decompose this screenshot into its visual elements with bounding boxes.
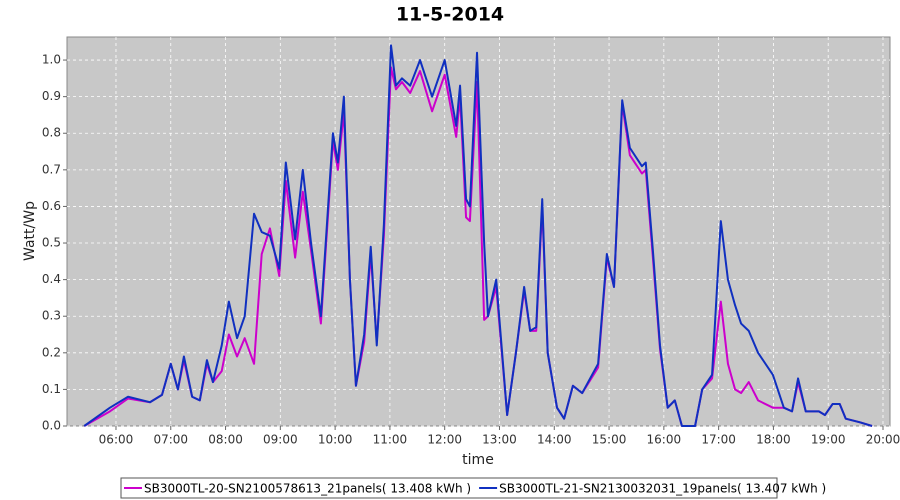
chart-title: 11-5-2014 bbox=[396, 4, 504, 26]
x-tick-label: 09:00 bbox=[263, 433, 298, 447]
y-tick-label: 0.1 bbox=[42, 382, 61, 396]
y-tick-label: 0.6 bbox=[42, 199, 61, 213]
x-tick-label: 08:00 bbox=[208, 433, 243, 447]
x-tick-label: 15:00 bbox=[592, 433, 627, 447]
series-line bbox=[83, 44, 873, 427]
legend bbox=[120, 477, 778, 499]
x-axis-label: time bbox=[462, 452, 494, 468]
legend-label: SB3000TL-21-SN2130032031_19panels( 13.40… bbox=[499, 482, 826, 496]
series-line bbox=[83, 66, 873, 427]
y-tick-label: 0.8 bbox=[42, 126, 61, 140]
x-tick-label: 06:00 bbox=[99, 433, 134, 447]
y-tick-label: 0.3 bbox=[42, 309, 61, 323]
y-axis-label: Watt/Wp bbox=[22, 201, 38, 261]
x-tick-label: 12:00 bbox=[427, 433, 462, 447]
y-tick-label: 0.5 bbox=[42, 236, 61, 250]
x-tick-label: 07:00 bbox=[153, 433, 188, 447]
legend-label: SB3000TL-20-SN2100578613_21panels( 13.40… bbox=[144, 482, 471, 496]
x-tick-label: 14:00 bbox=[537, 433, 572, 447]
x-tick-label: 11:00 bbox=[373, 433, 408, 447]
x-tick-label: 18:00 bbox=[756, 433, 791, 447]
x-tick-label: 10:00 bbox=[318, 433, 353, 447]
y-tick-label: 0.0 bbox=[42, 419, 61, 433]
y-tick-label: 0.2 bbox=[42, 345, 61, 359]
y-tick-label: 0.4 bbox=[42, 272, 61, 286]
y-tick-label: 1.0 bbox=[42, 53, 61, 67]
x-tick-label: 13:00 bbox=[482, 433, 517, 447]
x-tick-label: 17:00 bbox=[701, 433, 736, 447]
x-tick-label: 16:00 bbox=[647, 433, 682, 447]
y-tick-label: 0.7 bbox=[42, 162, 61, 176]
x-tick-label: 20:00 bbox=[866, 433, 900, 447]
x-tick-label: 19:00 bbox=[811, 433, 846, 447]
y-tick-label: 0.9 bbox=[42, 89, 61, 103]
